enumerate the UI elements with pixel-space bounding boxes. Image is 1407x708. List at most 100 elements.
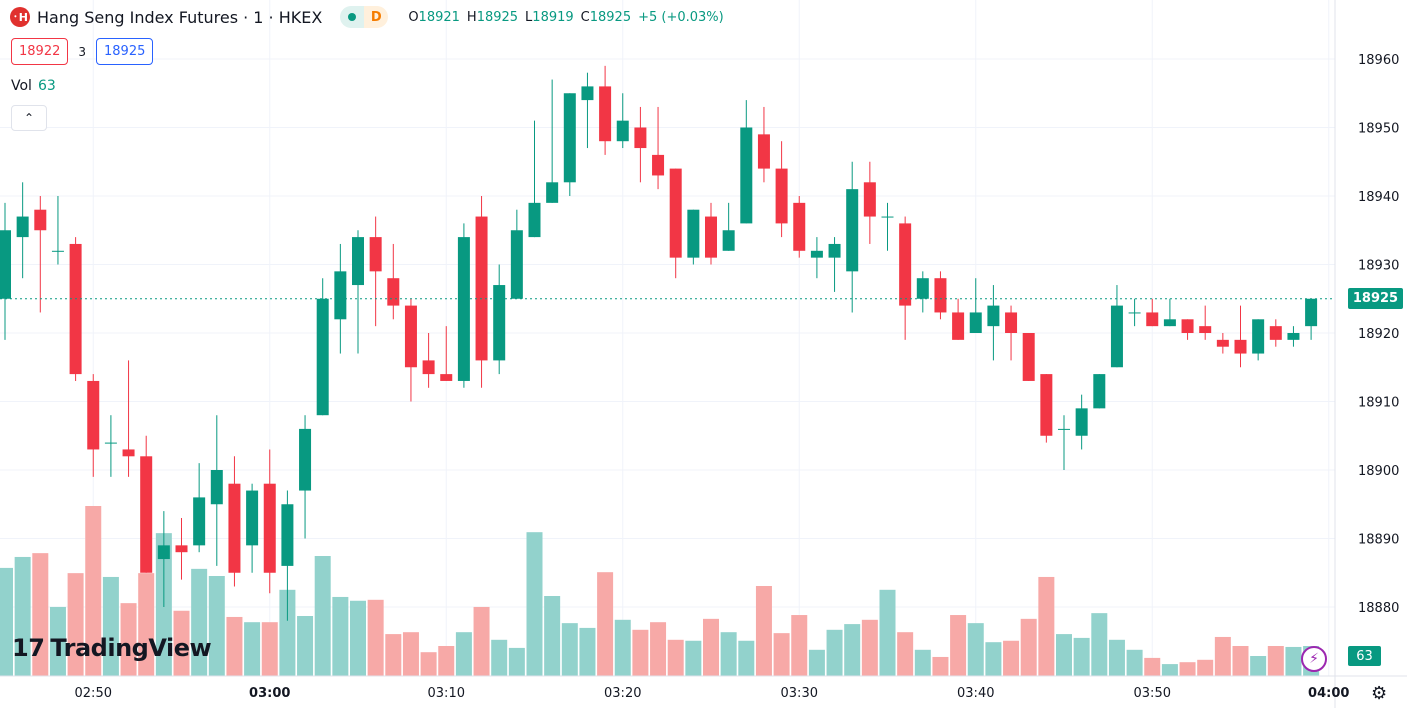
candle-body xyxy=(1040,374,1053,436)
candle-body xyxy=(493,285,506,361)
candle-body xyxy=(987,305,1000,327)
candle xyxy=(422,333,435,388)
volume-bar xyxy=(173,610,190,676)
volume-bar xyxy=(385,634,402,676)
candle xyxy=(899,216,912,340)
volume-bar xyxy=(897,632,914,676)
ohlc-values: O18921 H18925 L18919 C18925 +5 (+0.03%) xyxy=(408,10,723,25)
candle xyxy=(122,360,135,477)
time-tick-label: 03:20 xyxy=(604,686,641,701)
candle xyxy=(775,141,788,238)
candle-body xyxy=(1128,312,1141,314)
collapse-legend-button[interactable]: ⌃ xyxy=(11,105,47,131)
volume-bar xyxy=(561,623,578,676)
volume-bar xyxy=(1197,659,1214,676)
candle-body xyxy=(1234,339,1247,354)
volume-bar xyxy=(579,627,596,676)
candle xyxy=(669,168,682,279)
candle-body xyxy=(881,216,894,218)
symbol-legend: ᛫H Hang Seng Index Futures · 1 · HKEX D … xyxy=(10,6,724,28)
volume-bar xyxy=(191,568,208,676)
volume-bar xyxy=(1073,637,1090,676)
candle xyxy=(952,298,965,340)
candle-body xyxy=(775,168,788,224)
candle xyxy=(1163,298,1176,327)
volume-bar xyxy=(1003,640,1020,676)
candle xyxy=(810,237,823,279)
candle xyxy=(757,106,770,183)
volume-bar xyxy=(1161,664,1178,676)
candle-body xyxy=(104,442,117,444)
time-axis[interactable]: 02:50 03:00 03:10 03:20 03:30 03:40 03:50 04:00 xyxy=(75,686,1350,701)
volume-bar xyxy=(1179,662,1196,676)
time-tick-label: 03:40 xyxy=(957,686,994,701)
candle-body xyxy=(757,134,770,169)
market-status-badge[interactable]: D xyxy=(340,6,389,28)
volume-bar xyxy=(985,642,1002,676)
candle xyxy=(246,483,259,573)
candle-body xyxy=(1005,312,1018,333)
volume-bar xyxy=(102,576,119,676)
volume-bar xyxy=(914,649,931,676)
candle xyxy=(1128,298,1141,327)
candle xyxy=(652,106,665,190)
high-label: H xyxy=(466,9,477,25)
volume-bar xyxy=(1285,646,1302,676)
volume-bar xyxy=(1250,656,1267,676)
candle xyxy=(1110,285,1123,368)
lightning-icon[interactable]: ⚡ xyxy=(1301,646,1327,672)
sell-button[interactable]: 18922 xyxy=(11,38,69,65)
candle-body xyxy=(1163,319,1176,327)
candle xyxy=(0,202,11,340)
symbol-title[interactable]: Hang Seng Index Futures · 1 · HKEX xyxy=(37,7,323,27)
candle xyxy=(1058,415,1070,470)
volume-bar xyxy=(0,567,13,676)
candle xyxy=(1075,394,1088,450)
price-axis[interactable]: 18960 18950 18940 18930 18920 18910 18900 18890… xyxy=(1358,53,1399,616)
candle-body xyxy=(705,216,717,258)
candle-body xyxy=(457,237,470,381)
volume-legend: Vol 63 xyxy=(11,78,56,94)
close-value: 18925 xyxy=(589,9,632,25)
candle xyxy=(1269,319,1282,347)
volume-bar xyxy=(544,596,561,676)
candle-body xyxy=(334,271,347,320)
candle xyxy=(546,79,559,203)
candle xyxy=(740,100,753,224)
volume-label: Vol xyxy=(11,78,32,94)
tradingview-logo[interactable]: 𝟭𝟳 TradingView xyxy=(12,634,212,662)
candle xyxy=(687,209,700,265)
candle-body xyxy=(616,120,629,142)
volume-bar xyxy=(85,506,102,676)
gear-icon[interactable]: ⚙ xyxy=(1371,683,1388,704)
buy-button[interactable]: 18925 xyxy=(96,38,154,65)
candle-body xyxy=(193,497,206,546)
volume-bar xyxy=(314,556,331,676)
volume-bar xyxy=(1144,657,1161,676)
volume-bar xyxy=(720,632,737,676)
volume-bar xyxy=(473,606,490,676)
candle-body xyxy=(1216,339,1229,347)
candle xyxy=(493,264,506,375)
candle-body xyxy=(969,312,982,333)
volume-bar xyxy=(244,622,261,676)
volume-bar xyxy=(491,639,508,676)
volume-bar xyxy=(1126,649,1143,676)
candle xyxy=(1005,305,1018,361)
volume-bar xyxy=(350,600,366,676)
low-value: 18919 xyxy=(532,9,574,25)
volume-bar xyxy=(738,640,755,676)
candle-body xyxy=(0,230,11,299)
high-value: 18925 xyxy=(476,9,519,25)
candle-body xyxy=(299,428,312,491)
volume-bar xyxy=(226,616,243,676)
candle-body xyxy=(422,360,435,375)
candle xyxy=(299,415,312,539)
candle xyxy=(563,93,576,196)
candle xyxy=(387,243,400,320)
candle-body xyxy=(1305,298,1318,327)
candle-body xyxy=(687,209,700,258)
candle xyxy=(528,120,541,238)
candle xyxy=(104,415,117,477)
